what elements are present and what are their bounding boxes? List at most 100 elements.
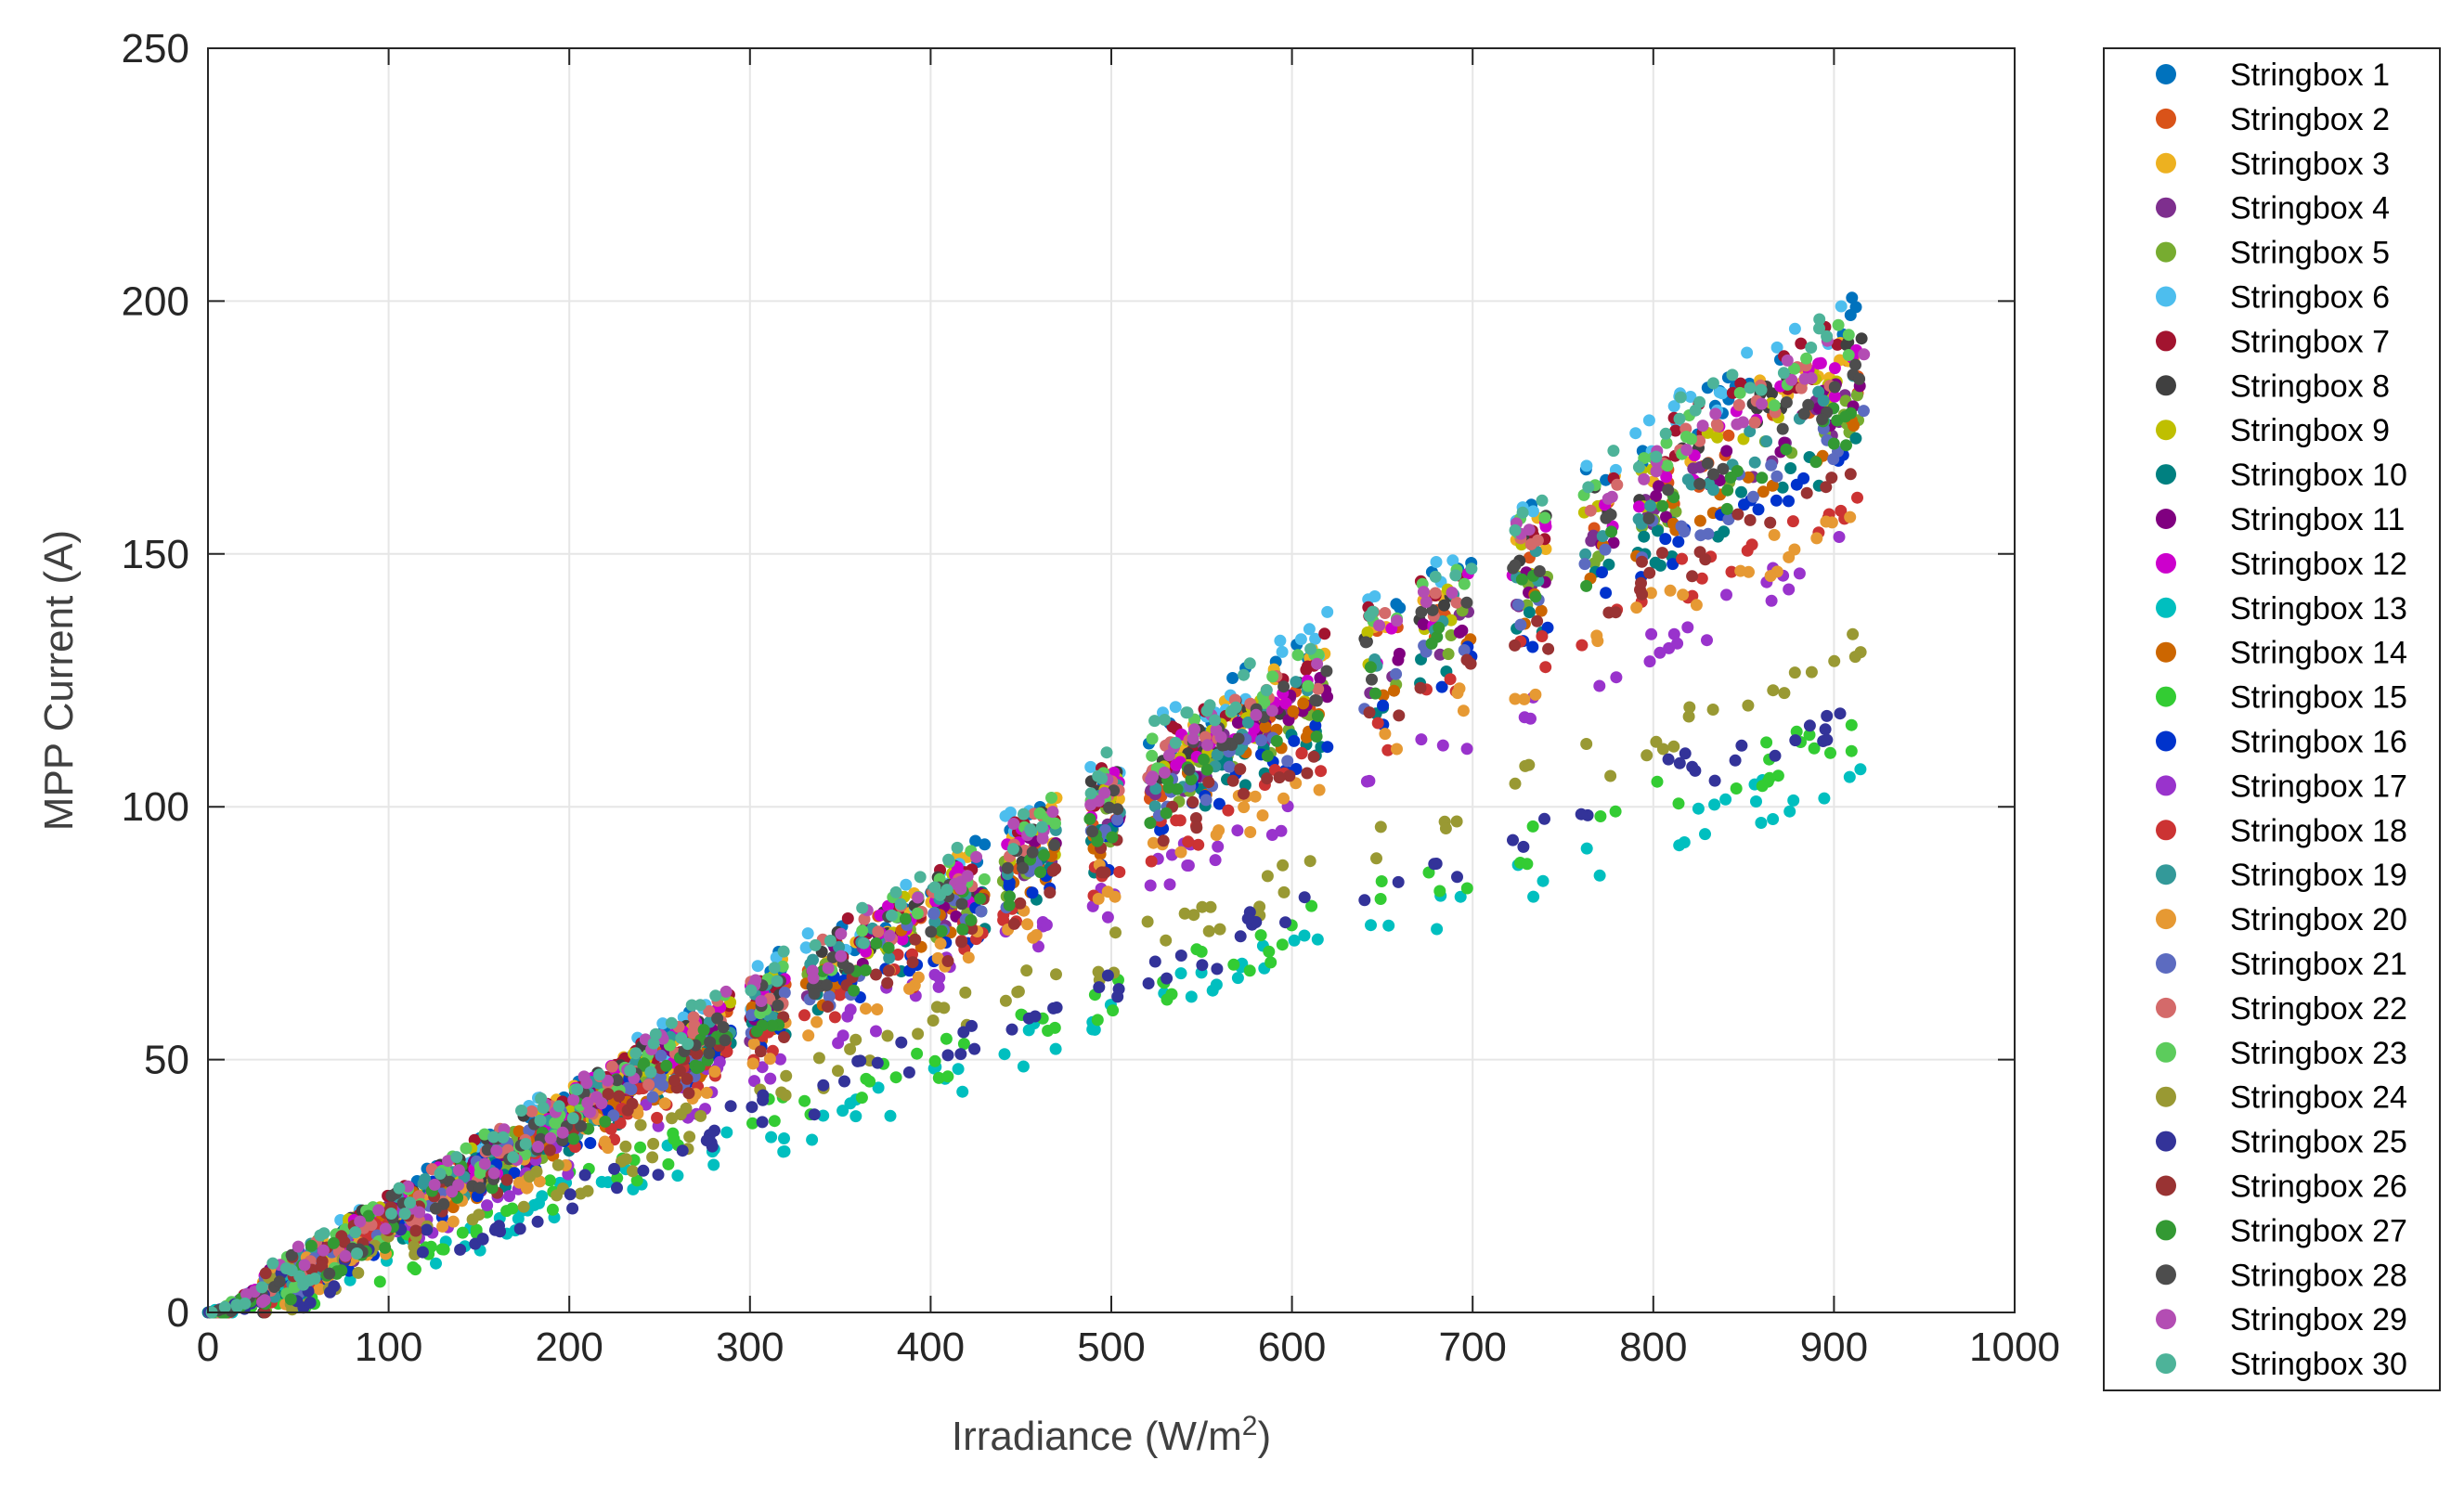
- data-point: [1377, 699, 1390, 712]
- data-point: [1575, 808, 1588, 821]
- data-point: [1712, 530, 1724, 543]
- data-point: [652, 1169, 665, 1182]
- data-point: [1211, 963, 1224, 976]
- data-point: [1707, 468, 1719, 481]
- legend-label: Stringbox 12: [2230, 547, 2407, 582]
- data-point: [543, 1174, 556, 1187]
- data-point: [871, 1003, 884, 1015]
- data-point: [1664, 584, 1677, 597]
- data-point: [583, 1105, 596, 1118]
- data-point: [1017, 1060, 1030, 1073]
- data-point: [955, 936, 968, 949]
- data-point: [1732, 398, 1745, 411]
- data-point: [1030, 929, 1043, 941]
- data-point: [844, 1042, 857, 1055]
- data-point: [1719, 793, 1732, 806]
- data-point: [835, 927, 848, 940]
- data-point: [519, 1138, 532, 1150]
- data-point: [626, 1165, 639, 1178]
- data-point: [671, 1169, 684, 1182]
- data-point: [822, 962, 835, 975]
- data-point: [1746, 490, 1759, 503]
- data-point: [1684, 391, 1697, 403]
- data-point: [1650, 735, 1663, 748]
- x-tick-label: 400: [897, 1325, 965, 1370]
- data-point: [1642, 414, 1655, 427]
- data-point: [1241, 912, 1254, 925]
- data-point: [1509, 639, 1522, 652]
- data-point: [1096, 772, 1109, 785]
- data-point: [602, 1088, 615, 1101]
- data-point: [611, 1171, 624, 1184]
- data-point: [750, 1025, 763, 1038]
- data-point: [941, 1049, 954, 1062]
- data-point: [1433, 621, 1446, 634]
- data-point: [651, 1111, 664, 1124]
- legend-marker: [2156, 864, 2176, 885]
- data-point: [624, 1064, 637, 1077]
- data-point: [1756, 397, 1769, 410]
- data-point: [1695, 572, 1708, 585]
- data-point: [756, 1061, 769, 1074]
- data-point: [599, 1115, 612, 1128]
- data-point: [352, 1266, 365, 1279]
- data-point: [1675, 520, 1688, 533]
- data-point: [1673, 756, 1686, 769]
- data-point: [255, 1281, 268, 1294]
- data-point: [1187, 795, 1200, 808]
- data-point: [1820, 481, 1833, 494]
- data-point: [1260, 684, 1273, 697]
- data-point: [1795, 381, 1808, 394]
- data-point: [1638, 452, 1651, 465]
- data-point: [1777, 367, 1790, 380]
- data-point: [393, 1182, 406, 1195]
- data-point: [1212, 840, 1225, 853]
- data-point: [933, 971, 946, 984]
- data-point: [1632, 460, 1645, 473]
- data-point: [1148, 800, 1161, 813]
- data-point: [756, 1116, 769, 1129]
- data-point: [507, 1151, 520, 1164]
- data-point: [481, 1199, 494, 1212]
- data-point: [1768, 528, 1781, 541]
- data-point: [1263, 945, 1276, 958]
- data-point: [500, 1173, 513, 1186]
- data-point: [1161, 972, 1174, 985]
- data-point: [1209, 854, 1222, 867]
- data-point: [1767, 684, 1780, 697]
- data-point: [1238, 668, 1251, 681]
- data-point: [1460, 882, 1473, 895]
- data-point: [1250, 708, 1263, 721]
- data-point: [1783, 550, 1796, 563]
- data-point: [608, 1133, 621, 1146]
- data-point: [532, 1141, 545, 1153]
- data-point: [1200, 704, 1213, 717]
- data-point: [1611, 478, 1624, 491]
- data-point: [902, 1066, 915, 1079]
- data-point: [473, 1182, 486, 1195]
- data-point: [1696, 420, 1709, 433]
- legend: Stringbox 1 Stringbox 2 Stringbox 3 Stringb…: [2103, 47, 2441, 1391]
- data-point: [323, 1267, 336, 1280]
- x-axis-label-end: ): [1257, 1414, 1271, 1459]
- data-point: [578, 1169, 591, 1182]
- data-point: [1518, 692, 1531, 705]
- data-point: [1086, 825, 1099, 838]
- data-point: [755, 995, 768, 1007]
- data-point: [889, 1071, 902, 1084]
- data-point: [828, 1011, 841, 1024]
- data-point: [450, 1151, 463, 1164]
- data-point: [859, 963, 872, 976]
- data-point: [1769, 749, 1782, 762]
- data-point: [629, 1047, 642, 1060]
- data-point: [1159, 714, 1171, 726]
- data-point: [1526, 505, 1539, 518]
- data-point: [832, 1037, 845, 1050]
- data-point: [1681, 621, 1694, 634]
- data-point: [952, 1063, 965, 1076]
- legend-marker: [2156, 330, 2176, 352]
- data-point: [1724, 472, 1737, 484]
- data-point: [951, 841, 964, 854]
- data-point: [1731, 508, 1744, 521]
- data-point: [266, 1257, 279, 1270]
